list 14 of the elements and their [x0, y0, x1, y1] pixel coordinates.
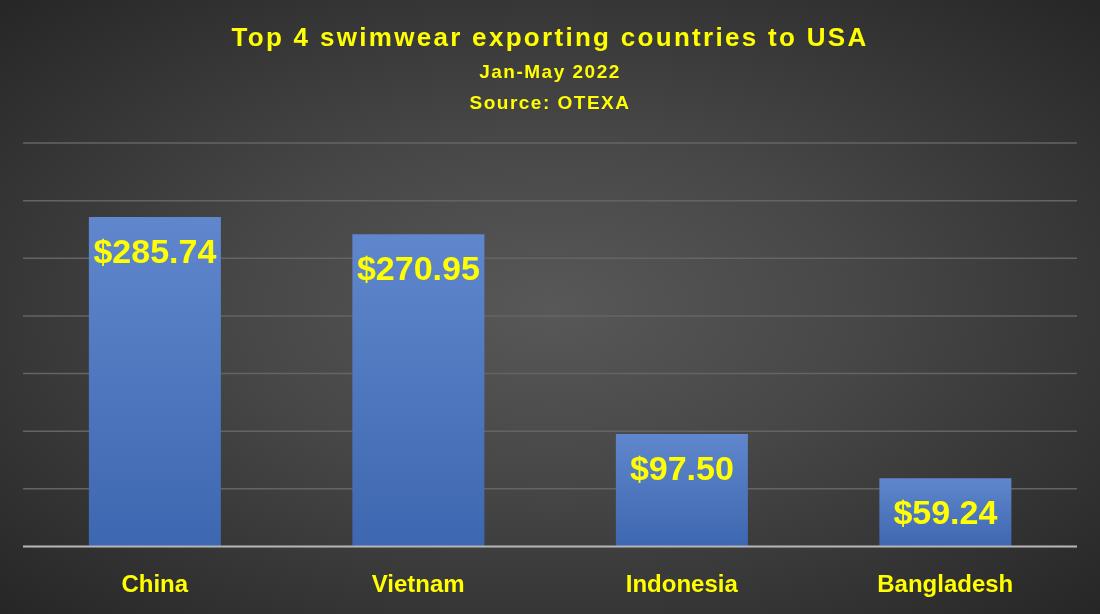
chart-title: Top 4 swimwear exporting countries to USA	[230, 22, 870, 52]
source-note: Source: OTEXA	[468, 91, 632, 115]
bar	[352, 234, 485, 547]
data-label: $59.24	[893, 493, 998, 532]
x-tick-label: Vietnam	[371, 569, 465, 597]
x-tick-label: Indonesia	[625, 569, 739, 597]
bar	[615, 434, 748, 547]
data-label: $285.74	[93, 232, 217, 271]
x-tick-label: Bangladesh	[877, 569, 1014, 597]
x-tick-label: China	[121, 569, 189, 597]
chart-subtitle: Jan-May 2022	[478, 60, 622, 84]
data-label: $97.50	[629, 449, 734, 488]
bar	[88, 217, 221, 547]
data-label: $270.95	[356, 249, 480, 288]
